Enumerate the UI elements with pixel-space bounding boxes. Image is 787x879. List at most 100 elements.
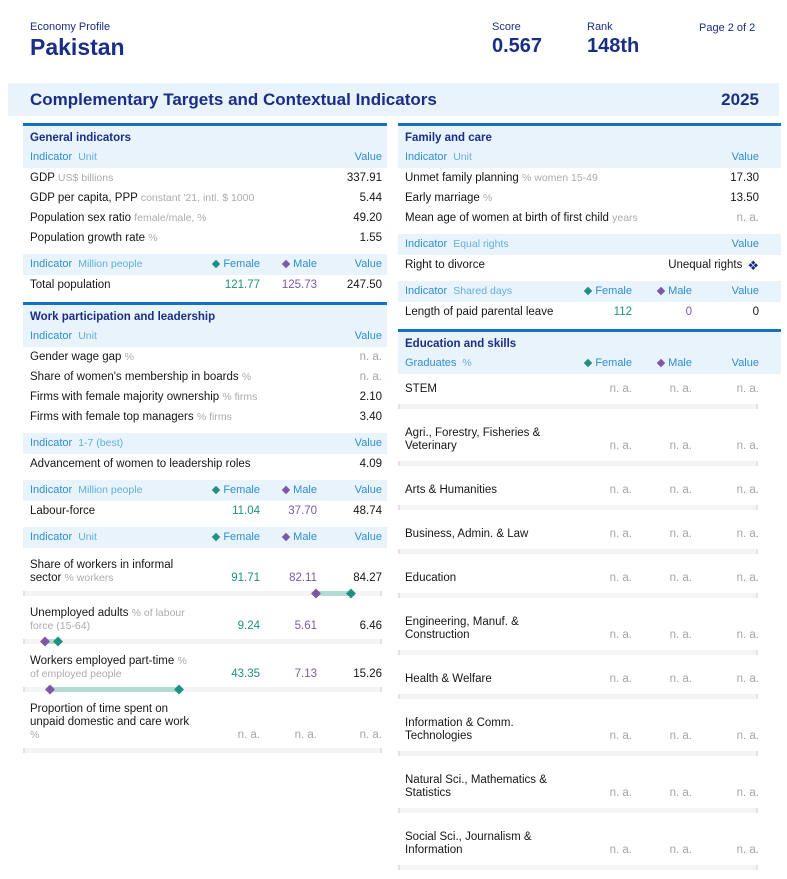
value-cell: 4.09	[359, 458, 382, 470]
table-row: Mean age of women at birth of first chil…	[405, 212, 759, 224]
table-row: Total population 121.77 125.73 247.50	[23, 275, 387, 295]
column-header-row: Indicator Shared days Female Male Value	[398, 281, 781, 302]
right-column: Family and care Indicator Unit Value Unme…	[398, 123, 781, 879]
table-row: Information & Comm. Technologies n. a. n…	[398, 708, 781, 756]
female-diamond-icon	[212, 259, 221, 269]
table-row: STEM n. a. n. a. n. a.	[398, 374, 781, 409]
range-chart-empty	[398, 808, 758, 813]
range-band	[44, 639, 58, 644]
section-work-participation: Work participation and leadership Indica…	[23, 302, 387, 753]
table-row: Education n. a. n. a. n. a.	[398, 563, 781, 598]
indicator-label: Advancement of women to leadership roles	[30, 458, 251, 470]
value-cell: 5.44	[359, 192, 382, 204]
range-chart-empty	[398, 404, 758, 409]
indicator-label: Firms with female majority ownership	[30, 391, 220, 403]
value-cell: 3.40	[359, 411, 382, 423]
male-diamond-icon	[281, 485, 291, 495]
range-chart-empty	[398, 751, 758, 756]
value-cell: 17.30	[730, 172, 759, 184]
indicator-label: Health & Welfare	[405, 673, 492, 685]
value-cell: 84.27	[353, 572, 382, 584]
range-chart-empty	[398, 593, 758, 598]
section-title: Family and care	[405, 132, 492, 144]
unequal-rights-icon: ❖	[747, 258, 759, 273]
value-cell: 2.10	[359, 391, 382, 403]
indicator-label: Share of women's membership in boards	[30, 371, 239, 383]
table-row: Health & Welfare n. a. n. a. n. a.	[398, 664, 781, 699]
table-row: Arts & Humanities n. a. n. a. n. a.	[398, 475, 781, 510]
indicator-label: Proportion of time spent on unpaid domes…	[30, 703, 190, 728]
indicator-unit: female/male, %	[134, 212, 207, 224]
value-cell: 13.50	[730, 192, 759, 204]
male-value-cell: 125.73	[281, 279, 317, 291]
content-columns: General indicators Indicator Unit Value G…	[23, 123, 787, 879]
rank-value: 148th	[587, 35, 640, 57]
page-title: Pakistan	[30, 34, 125, 60]
indicator-label: Workers employed part-time	[30, 655, 175, 667]
value-cell: 15.26	[353, 668, 382, 680]
male-value-cell: n. a.	[294, 729, 317, 741]
male-header: Male	[293, 258, 317, 270]
unit-header: Unit	[78, 151, 97, 163]
indicator-label: Population growth rate	[30, 232, 146, 244]
table-row: Length of paid parental leave 112 0 0	[398, 302, 781, 322]
value-cell: n. a.	[359, 351, 382, 363]
column-header-row: Indicator Unit Female Male Value	[23, 527, 387, 548]
table-row: Share of women's membership in boards % …	[30, 371, 382, 383]
female-diamond-icon	[584, 286, 593, 296]
range-chart	[23, 684, 382, 695]
table-row: Labour-force 11.04 37.70 48.74	[23, 501, 387, 521]
column-header-row: Indicator Unit Value	[23, 147, 387, 168]
table-row: Population sex ratio female/male, % 49.2…	[23, 208, 387, 228]
range-chart	[23, 588, 382, 599]
left-column: General indicators Indicator Unit Value G…	[23, 123, 387, 760]
banner-year: 2025	[721, 89, 759, 109]
score-stat: Score 0.567	[492, 21, 587, 56]
table-row: GDP per capita, PPP constant '21, intl. …	[23, 188, 387, 208]
value-cell: n. a.	[736, 212, 759, 224]
range-band	[50, 687, 179, 692]
table-row: Social Sci., Journalism & Information n.…	[398, 822, 781, 870]
range-chart-empty	[398, 461, 758, 466]
table-row: Business, Admin. & Law n. a. n. a. n. a.	[398, 519, 781, 554]
female-value-cell: 11.04	[232, 505, 260, 517]
table-row: Early marriage % 13.50	[405, 192, 759, 204]
male-diamond-icon	[656, 286, 666, 296]
male-diamond-icon	[281, 532, 291, 542]
table-row: Unmet family planning % women 15-49 17.3…	[405, 172, 759, 184]
header-stats: Score 0.567 Rank 148th Page 2 of 2	[492, 21, 779, 59]
indicator-label: GDP	[30, 172, 55, 184]
female-value-cell: n. a.	[237, 729, 260, 741]
score-label: Score	[492, 21, 521, 33]
female-diamond-icon	[212, 485, 221, 495]
male-value-cell: 0	[685, 306, 692, 318]
section-general-indicators: General indicators Indicator Unit Value G…	[23, 123, 387, 295]
section-family-and-care: Family and care Indicator Unit Value Unme…	[398, 123, 781, 322]
table-row: Advancement of women to leadership roles…	[23, 454, 387, 474]
range-chart	[23, 636, 382, 647]
table-row: Firms with female top managers % firms 3…	[30, 411, 382, 423]
range-chart-empty	[23, 748, 382, 753]
column-header-row: Indicator 1-7 (best) Value	[23, 433, 387, 454]
range-band	[316, 591, 351, 596]
indicator-label: Agri., Forestry, Fisheries & Veterinary	[405, 427, 541, 452]
table-row: Engineering, Manuf. & Construction n. a.…	[398, 607, 781, 655]
rights-value: Unequal rights	[668, 259, 743, 271]
column-header-row: Indicator Equal rights Value	[398, 234, 781, 255]
indicator-label: Gender wage gap	[30, 351, 122, 363]
section-education-and-skills: Education and skills Graduates% Female M…	[398, 329, 781, 870]
indicator-label: Population sex ratio	[30, 212, 132, 224]
female-header: Female	[223, 258, 260, 270]
indicator-label: GDP per capita, PPP	[30, 192, 138, 204]
male-value-cell: 82.11	[289, 572, 317, 584]
table-row: Workers employed part-time % of employed…	[23, 651, 387, 695]
indicator-unit: US$ billions	[57, 172, 114, 184]
indicator-label: Education	[405, 572, 457, 584]
value-cell: 247.50	[346, 279, 382, 291]
table-row: Unemployed adults % of labour force (15-…	[23, 603, 387, 647]
table-row: Proportion of time spent on unpaid domes…	[23, 699, 387, 753]
page-header: Economy Profile Pakistan Score 0.567 Ran…	[0, 0, 787, 59]
male-value-cell: 7.13	[294, 668, 317, 680]
range-chart-empty	[398, 549, 758, 554]
